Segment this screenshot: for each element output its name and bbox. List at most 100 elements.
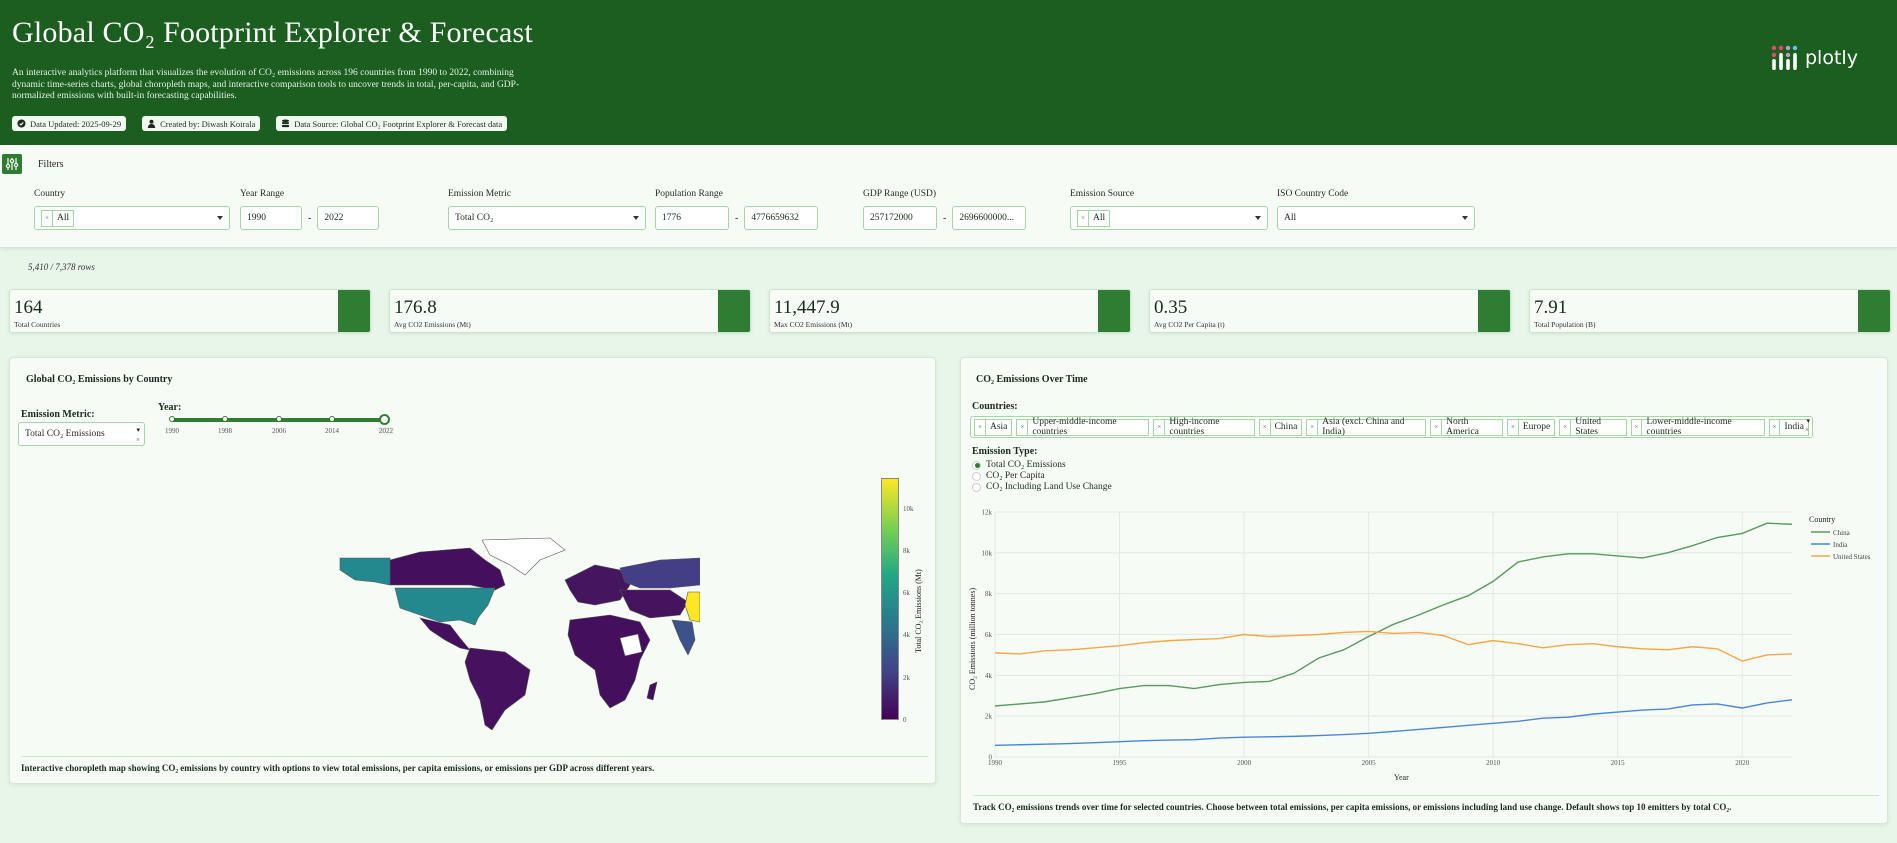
legend-item-india: India	[1833, 541, 1848, 549]
remove-chip-icon[interactable]: ×	[975, 419, 986, 435]
remove-chip-icon[interactable]: ×	[1307, 419, 1319, 435]
map-metric-value: Total CO₂ Emissions	[25, 429, 105, 439]
map-country-no-data	[619, 633, 643, 657]
svg-text:2015: 2015	[1611, 759, 1626, 767]
year-max-input[interactable]: 2022	[317, 206, 380, 230]
chevron-down-icon[interactable]	[1462, 216, 1468, 220]
map-region-central-asia	[619, 589, 689, 619]
kpi-avg-per-capita: 0.35 Avg CO2 Per Capita (t)	[1149, 289, 1511, 333]
remove-chip-icon[interactable]: ×	[42, 210, 53, 226]
badge-label: Data Source: Global CO₂ Footprint Explor…	[294, 118, 503, 129]
kpi-accent-bar	[338, 290, 370, 332]
year-mark-label: 2006	[272, 427, 286, 435]
year-slider-handle[interactable]	[379, 414, 390, 425]
year-mark-label: 1990	[165, 427, 179, 435]
country-chip[interactable]: × All	[41, 209, 75, 227]
population-max-input[interactable]: 4776659632	[744, 206, 819, 230]
country-chip[interactable]: × Europe	[1506, 418, 1556, 436]
country-chip[interactable]: × China	[1258, 418, 1303, 436]
plotly-logo[interactable]: plotly	[1771, 45, 1858, 71]
map-continent-europe	[564, 564, 631, 606]
year-slider-mark[interactable]	[169, 416, 175, 422]
kpi-value: 176.8	[394, 297, 437, 318]
svg-text:1990: 1990	[988, 759, 1003, 767]
emission-metric-dropdown[interactable]: Total CO₂	[448, 206, 646, 230]
country-filter-label: Country	[34, 189, 66, 199]
map-country-russia	[619, 557, 700, 589]
year-slider-mark[interactable]	[276, 416, 282, 422]
remove-chip-icon[interactable]: ×	[1632, 419, 1643, 435]
country-chip[interactable]: × Asia (excl. China and India)	[1306, 417, 1427, 437]
country-chip[interactable]: × United States	[1559, 417, 1627, 437]
radio-per-capita[interactable]: CO₂ Per Capita	[972, 471, 1045, 481]
filters-toggle-button[interactable]	[2, 154, 22, 174]
chevron-down-icon[interactable]: ▾	[136, 426, 140, 434]
country-chip[interactable]: × Lower-middle-income countries	[1630, 417, 1765, 437]
country-chip[interactable]: × Asia	[974, 418, 1013, 436]
countries-multiselect[interactable]: × Asia × Upper-middle-income countries × Hi…	[970, 416, 1813, 438]
chevron-down-icon[interactable]	[1255, 216, 1261, 220]
year-range-filter: Year Range 1990 - 2022	[240, 189, 380, 230]
map-metric-dropdown[interactable]: Total CO₂ Emissions ▾ ×	[18, 422, 145, 446]
colorbar-tick: 10k	[903, 505, 914, 513]
kpi-caption: Total Countries	[14, 320, 61, 329]
year-mark-label: 1998	[218, 427, 232, 435]
gdp-min-input[interactable]: 257172000	[863, 206, 937, 230]
colorbar-tick: 4k	[903, 631, 911, 639]
clear-icon[interactable]: ×	[1805, 426, 1809, 434]
remove-chip-icon[interactable]: ×	[1431, 419, 1443, 435]
kpi-accent-bar	[1478, 290, 1510, 332]
map-country-canada	[389, 547, 506, 591]
country-chip[interactable]: × India	[1768, 418, 1810, 436]
kpi-total-countries: 164 Total Countries	[9, 289, 371, 333]
remove-chip-icon[interactable]: ×	[1078, 210, 1089, 226]
legend-title: Country	[1809, 515, 1835, 524]
year-slider-mark[interactable]	[329, 416, 335, 422]
colorbar-title: Total CO₂ Emissions (Mt)	[914, 569, 923, 653]
radio-total-co2[interactable]: Total CO₂ Emissions	[972, 460, 1066, 470]
choropleth-map[interactable]	[320, 530, 700, 730]
plotly-logo-text: plotly	[1805, 47, 1858, 69]
map-continent-south-america	[464, 647, 531, 730]
header-badges: Data Updated: 2025-09-29 Created by: Diw…	[12, 116, 508, 131]
year-slider-mark[interactable]	[222, 416, 228, 422]
remove-chip-icon[interactable]: ×	[1560, 419, 1572, 435]
year-min-input[interactable]: 1990	[240, 206, 302, 230]
emission-source-dropdown[interactable]: × All	[1070, 206, 1268, 230]
population-min-input[interactable]: 1776	[655, 206, 729, 230]
clear-icon[interactable]: ×	[136, 436, 140, 444]
remove-chip-icon[interactable]: ×	[1770, 419, 1781, 435]
country-chip[interactable]: × North America	[1430, 417, 1503, 437]
remove-chip-icon[interactable]: ×	[1260, 419, 1271, 435]
remove-chip-icon[interactable]: ×	[1508, 419, 1519, 435]
radio-land-use[interactable]: CO₂ Including Land Use Change	[972, 482, 1112, 492]
legend-item-china: China	[1833, 529, 1851, 537]
kpi-caption: Total Population (B)	[1534, 320, 1596, 329]
remove-chip-icon[interactable]: ×	[1154, 419, 1166, 435]
country-chip[interactable]: × High-income countries	[1153, 417, 1255, 437]
emission-source-chip[interactable]: × All	[1077, 209, 1111, 227]
colorbar-tick: 8k	[903, 547, 911, 555]
emissions-line-chart[interactable]: 0 2k 4k 6k 8k 10k 12k 1990 1995 2000 2005 2010 2015 2…	[960, 500, 1897, 790]
chevron-down-icon[interactable]	[633, 216, 639, 220]
country-chip[interactable]: × Upper-middle-income countries	[1016, 417, 1150, 437]
radio-selected-icon[interactable]	[972, 460, 981, 470]
chart-lines	[994, 522, 1793, 747]
gdp-max-input[interactable]: 2696600000...	[952, 206, 1027, 230]
plotly-logo-icon	[1771, 45, 1798, 70]
chart-ticks: 0 2k 4k 6k 8k 10k 12k 1990 1995 2000 2005 2010 2015 2…	[982, 509, 1750, 768]
chevron-down-icon[interactable]: ▾	[1806, 417, 1810, 425]
population-range-filter: Population Range 1776 - 4776659632	[655, 189, 819, 230]
map-country-alaska	[339, 557, 391, 586]
chevron-down-icon[interactable]	[217, 216, 223, 220]
radio-icon[interactable]	[972, 482, 981, 492]
kpi-value: 11,447.9	[774, 297, 840, 318]
country-dropdown[interactable]: × All	[34, 206, 230, 230]
remove-chip-icon[interactable]: ×	[1017, 419, 1029, 435]
iso-code-dropdown[interactable]: All	[1277, 206, 1475, 230]
check-circle-icon	[17, 119, 26, 128]
kpi-avg-co2: 176.8 Avg CO2 Emissions (Mt)	[389, 289, 751, 333]
page-title: Global CO₂ Footprint Explorer & Forecast	[12, 16, 533, 49]
filters-bar: Filters Country × All Year Range 1990 - 2…	[0, 145, 1897, 248]
radio-icon[interactable]	[972, 471, 981, 481]
